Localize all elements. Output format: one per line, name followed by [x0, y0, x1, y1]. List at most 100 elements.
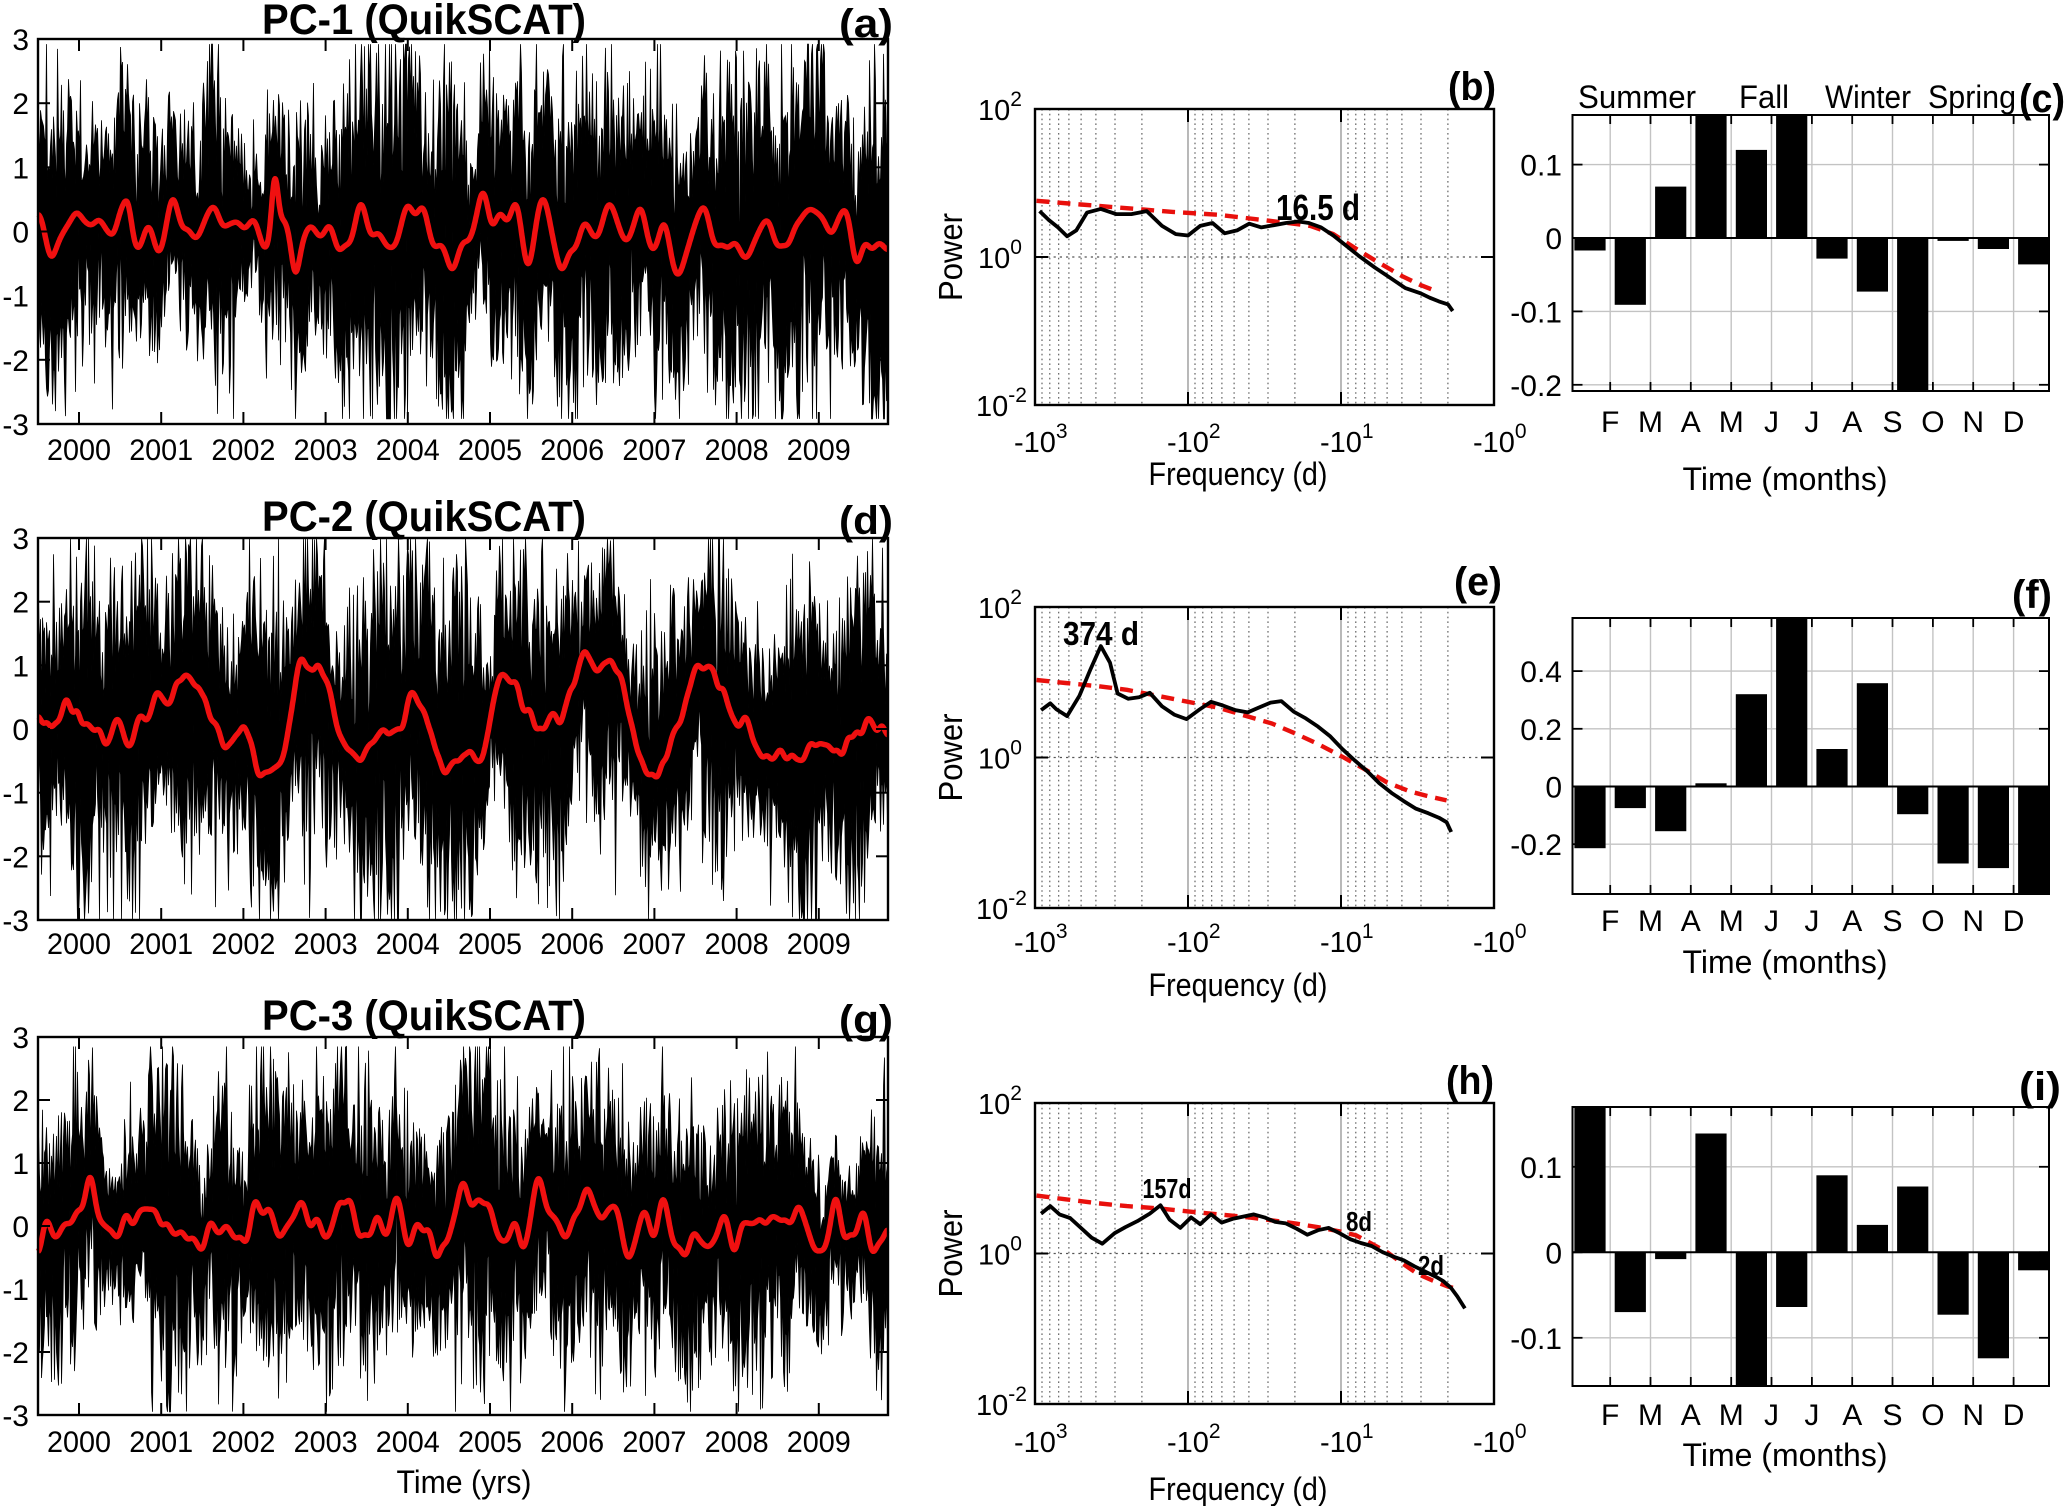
svg-text:M: M	[1638, 905, 1663, 938]
svg-text:2004: 2004	[376, 928, 440, 961]
svg-text:2008: 2008	[705, 1426, 769, 1459]
svg-text:10-2: 10-2	[976, 384, 1027, 423]
svg-text:2001: 2001	[129, 434, 193, 467]
svg-text:0.1: 0.1	[1520, 150, 1562, 183]
svg-text:2: 2	[12, 88, 29, 121]
svg-text:2009: 2009	[787, 1426, 851, 1459]
svg-text:F: F	[1601, 905, 1619, 938]
svg-text:2005: 2005	[458, 1426, 522, 1459]
svg-text:2007: 2007	[622, 434, 686, 467]
svg-text:100: 100	[978, 1233, 1022, 1272]
svg-text:PC-2 (QuikSCAT): PC-2 (QuikSCAT)	[262, 493, 586, 541]
svg-text:0: 0	[1545, 772, 1562, 805]
svg-text:A: A	[1681, 1399, 1701, 1432]
svg-text:2002: 2002	[211, 928, 275, 961]
svg-text:PC-3 (QuikSCAT): PC-3 (QuikSCAT)	[262, 992, 586, 1040]
svg-text:2: 2	[12, 1085, 29, 1118]
svg-text:(b): (b)	[1448, 65, 1496, 109]
svg-text:2005: 2005	[458, 928, 522, 961]
svg-text:S: S	[1882, 1399, 1902, 1432]
svg-text:0.2: 0.2	[1520, 714, 1562, 747]
svg-text:2d: 2d	[1418, 1250, 1444, 1281]
svg-text:3: 3	[12, 24, 29, 57]
svg-text:-0.2: -0.2	[1510, 370, 1562, 403]
svg-text:0: 0	[12, 714, 29, 747]
svg-text:2008: 2008	[705, 928, 769, 961]
svg-text:(f): (f)	[2012, 573, 2052, 617]
svg-text:Power: Power	[932, 213, 969, 301]
svg-text:2006: 2006	[540, 434, 604, 467]
svg-text:D: D	[2003, 1399, 2025, 1432]
svg-text:2006: 2006	[540, 1426, 604, 1459]
svg-text:-1: -1	[2, 1274, 29, 1307]
svg-text:Spring: Spring	[1928, 79, 2016, 115]
svg-text:-101: -101	[1320, 920, 1374, 959]
svg-text:D: D	[2003, 905, 2025, 938]
svg-text:F: F	[1601, 1399, 1619, 1432]
svg-text:2006: 2006	[540, 928, 604, 961]
svg-text:1: 1	[12, 1148, 29, 1181]
svg-text:M: M	[1638, 1399, 1663, 1432]
svg-text:(e): (e)	[1454, 560, 1502, 604]
svg-text:M: M	[1638, 406, 1663, 439]
svg-text:2007: 2007	[622, 928, 686, 961]
svg-text:J: J	[1804, 905, 1819, 938]
svg-text:2000: 2000	[47, 434, 111, 467]
svg-text:D: D	[2003, 406, 2025, 439]
svg-text:A: A	[1842, 905, 1862, 938]
svg-text:-1: -1	[2, 281, 29, 314]
svg-text:F: F	[1601, 406, 1619, 439]
svg-text:Frequency (d): Frequency (d)	[1149, 1471, 1328, 1506]
svg-text:2008: 2008	[705, 434, 769, 467]
svg-text:PC-1 (QuikSCAT): PC-1 (QuikSCAT)	[262, 0, 586, 44]
svg-text:J: J	[1764, 905, 1779, 938]
svg-text:0.4: 0.4	[1520, 656, 1562, 689]
svg-text:Time (months): Time (months)	[1683, 461, 1888, 497]
svg-text:2009: 2009	[787, 434, 851, 467]
svg-text:S: S	[1882, 406, 1902, 439]
svg-text:-101: -101	[1320, 1420, 1374, 1459]
svg-text:0: 0	[1545, 223, 1562, 256]
svg-text:2000: 2000	[47, 1426, 111, 1459]
svg-text:-0.1: -0.1	[1510, 296, 1562, 329]
svg-text:Frequency (d): Frequency (d)	[1149, 967, 1328, 1003]
svg-text:M: M	[1719, 905, 1744, 938]
svg-text:(i): (i)	[2019, 1065, 2061, 1109]
svg-text:-3: -3	[2, 409, 29, 442]
svg-text:(c): (c)	[2019, 77, 2065, 121]
svg-text:-102: -102	[1167, 1420, 1221, 1459]
svg-text:-2: -2	[2, 1337, 29, 1370]
svg-text:3: 3	[12, 523, 29, 556]
svg-text:Power: Power	[932, 713, 969, 801]
svg-text:S: S	[1882, 905, 1902, 938]
svg-text:O: O	[1921, 905, 1944, 938]
svg-text:Time (months): Time (months)	[1683, 944, 1888, 980]
svg-text:-0.2: -0.2	[1510, 829, 1562, 862]
svg-text:1: 1	[12, 152, 29, 185]
svg-text:-102: -102	[1167, 920, 1221, 959]
svg-text:-103: -103	[1014, 420, 1068, 459]
svg-text:2001: 2001	[129, 1426, 193, 1459]
svg-text:2001: 2001	[129, 928, 193, 961]
svg-text:-101: -101	[1320, 420, 1374, 459]
svg-text:102: 102	[978, 88, 1022, 127]
svg-text:102: 102	[978, 586, 1022, 625]
svg-text:-100: -100	[1473, 420, 1527, 459]
svg-text:1: 1	[12, 650, 29, 683]
svg-text:2003: 2003	[294, 928, 358, 961]
svg-text:-3: -3	[2, 1400, 29, 1433]
svg-text:2005: 2005	[458, 434, 522, 467]
svg-text:J: J	[1804, 1399, 1819, 1432]
svg-text:0: 0	[12, 217, 29, 250]
svg-text:(d): (d)	[839, 499, 893, 543]
svg-text:2003: 2003	[294, 434, 358, 467]
svg-text:Fall: Fall	[1739, 79, 1789, 115]
svg-text:O: O	[1921, 1399, 1944, 1432]
svg-text:-103: -103	[1014, 920, 1068, 959]
svg-text:2009: 2009	[787, 928, 851, 961]
svg-text:2004: 2004	[376, 434, 440, 467]
svg-text:2002: 2002	[211, 434, 275, 467]
svg-text:-2: -2	[2, 345, 29, 378]
svg-text:Frequency (d): Frequency (d)	[1149, 456, 1328, 492]
svg-text:M: M	[1719, 1399, 1744, 1432]
